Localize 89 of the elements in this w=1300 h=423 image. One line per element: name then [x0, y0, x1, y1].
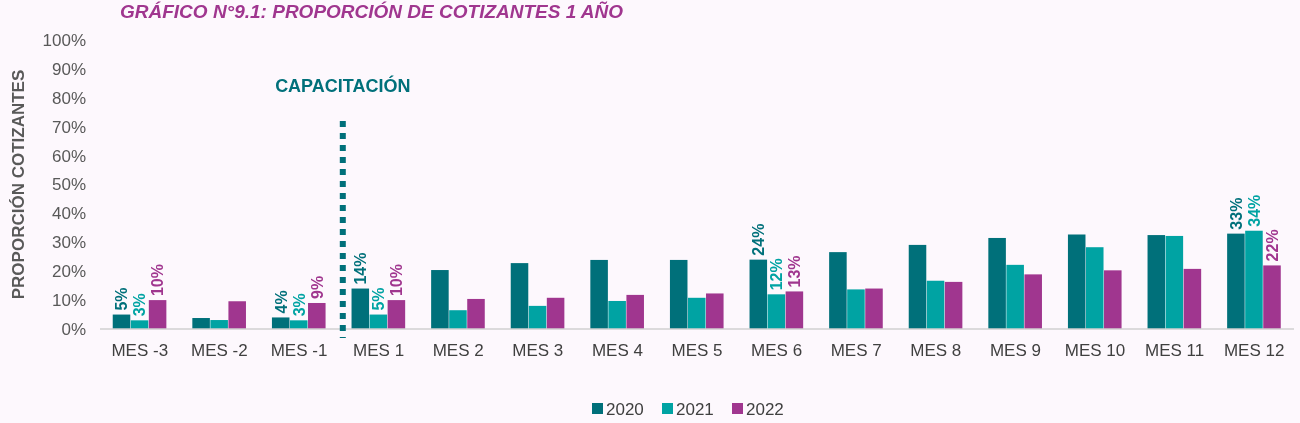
- data-label: 10%: [388, 264, 406, 297]
- data-label: 5%: [370, 287, 388, 311]
- x-tick-label: MES 2: [432, 341, 484, 360]
- data-label: 4%: [272, 290, 290, 314]
- data-label: 3%: [131, 293, 149, 317]
- bar: [1147, 235, 1166, 329]
- x-tick-label: MES 5: [671, 341, 723, 360]
- bar: [192, 318, 210, 329]
- bar: [528, 305, 547, 329]
- bar: [289, 320, 308, 329]
- bar: [865, 288, 883, 329]
- bar: [847, 289, 865, 329]
- bar: [431, 270, 449, 329]
- y-tick-label: 10%: [51, 291, 86, 311]
- y-tick-label: 70%: [51, 117, 86, 137]
- x-tick-label: MES 11: [1144, 341, 1205, 360]
- x-tick-label: MES 12: [1223, 341, 1285, 360]
- data-label: 3%: [290, 293, 308, 317]
- y-tick-label: 50%: [51, 175, 86, 195]
- bar: [467, 298, 485, 329]
- bar: [210, 320, 228, 329]
- bar: [1183, 268, 1202, 329]
- y-axis-title: PROPORCIÓN COTIZANTES: [9, 69, 28, 300]
- bar: [1024, 274, 1042, 329]
- bar: [669, 259, 688, 329]
- data-label: 33%: [1227, 197, 1245, 230]
- bar: [228, 301, 246, 329]
- bar: [749, 259, 768, 329]
- data-label: 10%: [149, 264, 167, 297]
- chart-title: GRÁFICO N°9.1: PROPORCIÓN DE COTIZANTES 1 AÑO: [120, 1, 624, 22]
- legend-label: 2022: [746, 399, 784, 419]
- x-tick-label: MES -1: [270, 341, 328, 360]
- y-tick-label: 100%: [42, 30, 86, 50]
- bar: [546, 297, 565, 329]
- legend-label: 2021: [676, 399, 714, 419]
- y-tick-label: 90%: [51, 59, 86, 79]
- bar: [785, 291, 804, 329]
- legend-label: 2020: [606, 399, 644, 419]
- data-label: 24%: [750, 223, 768, 256]
- bar: [387, 300, 406, 329]
- data-label: 9%: [308, 275, 326, 299]
- bar: [706, 293, 724, 329]
- x-tick-label: MES 9: [989, 341, 1041, 360]
- bar: [988, 237, 1006, 329]
- bar: [1104, 270, 1122, 329]
- bar: [1227, 233, 1245, 329]
- data-label: 5%: [113, 287, 131, 311]
- data-label: 14%: [352, 252, 370, 285]
- x-tick-label: MES 8: [910, 341, 962, 360]
- x-tick-label: MES -2: [191, 341, 248, 360]
- x-tick-label: MES 1: [353, 341, 405, 360]
- bar: [829, 252, 847, 329]
- x-tick-label: MES 10: [1064, 341, 1126, 360]
- y-tick-label: 80%: [51, 88, 86, 108]
- bar: [449, 310, 467, 329]
- x-tick-label: MES 6: [751, 341, 803, 360]
- bar: [608, 300, 626, 329]
- bar: [308, 302, 326, 329]
- y-tick-label: 40%: [51, 204, 86, 224]
- bar: [687, 297, 706, 329]
- bar: [1067, 234, 1086, 329]
- bar: [926, 280, 945, 329]
- x-tick-label: MES 3: [512, 341, 564, 360]
- y-tick-label: 0%: [61, 319, 86, 339]
- bar: [1263, 265, 1281, 329]
- x-tick-label: MES 7: [830, 341, 882, 360]
- bar: [271, 317, 290, 329]
- bar: [626, 294, 644, 329]
- data-label: 22%: [1263, 229, 1281, 262]
- data-label: 12%: [768, 258, 786, 291]
- data-label: 13%: [786, 255, 804, 288]
- bar: [590, 259, 608, 329]
- bar: [1245, 230, 1263, 329]
- bar: [510, 263, 529, 329]
- x-tick-label: MES 4: [591, 341, 643, 360]
- bar: [908, 244, 927, 329]
- bar: [1006, 264, 1024, 329]
- data-label: 34%: [1245, 194, 1263, 227]
- bar: [767, 294, 786, 329]
- bar: [1165, 235, 1184, 329]
- y-tick-label: 60%: [51, 146, 86, 166]
- bar: [351, 288, 370, 329]
- bar: [148, 300, 167, 329]
- ref-line-label: CAPACITACIÓN: [275, 75, 411, 97]
- y-tick-label: 30%: [51, 233, 86, 253]
- bar: [1085, 247, 1104, 329]
- bar: [944, 281, 963, 329]
- x-tick-label: MES -3: [111, 341, 169, 360]
- y-tick-label: 20%: [51, 262, 86, 282]
